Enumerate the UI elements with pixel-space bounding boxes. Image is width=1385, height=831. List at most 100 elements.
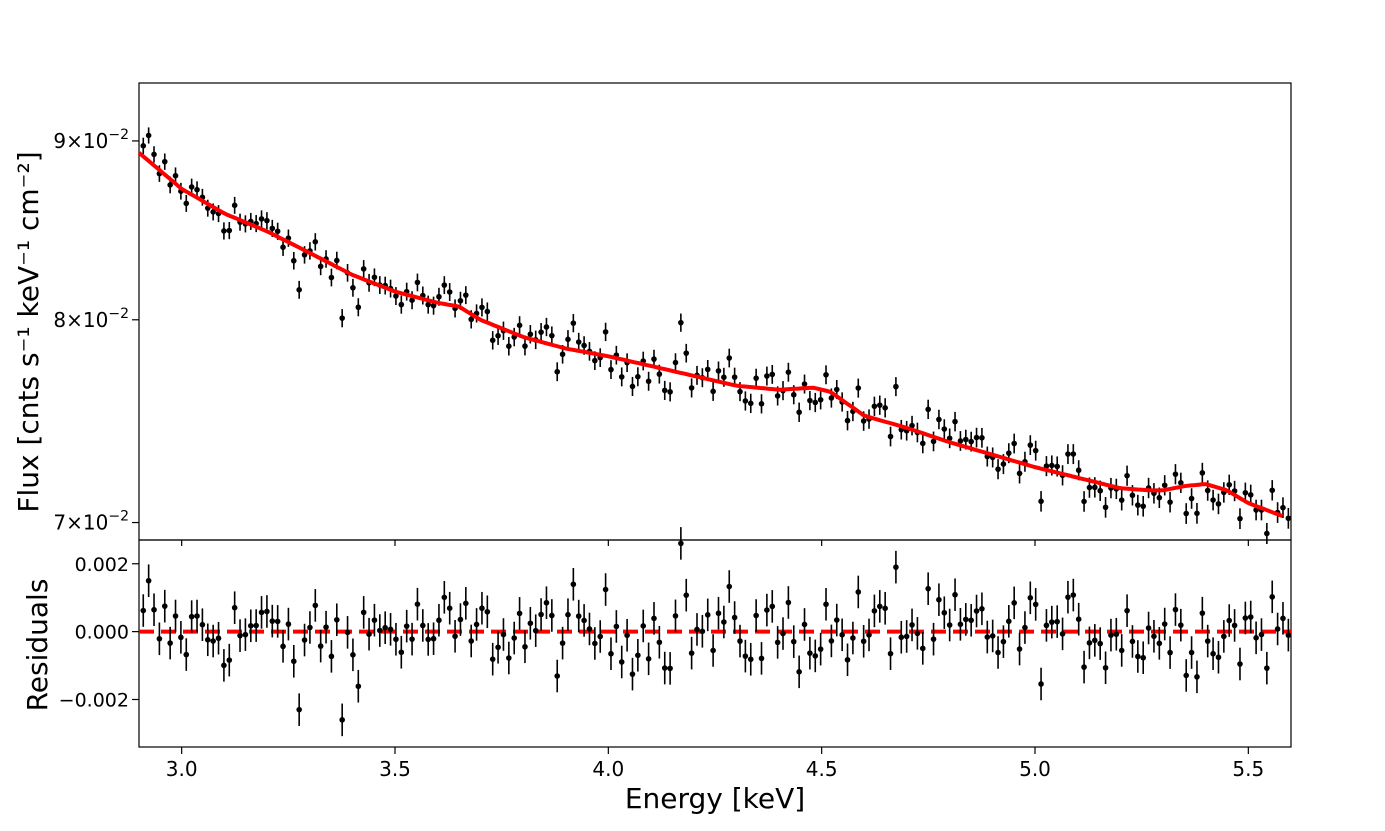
flux-point [457,297,464,304]
residual-point [1108,632,1114,638]
flux-point [188,184,195,190]
residuals-panel-frame [138,539,1292,748]
residual-point [1188,649,1195,656]
residual-point [919,645,926,652]
flux-point [183,200,190,207]
flux-point [909,422,915,429]
residual-point [624,632,630,639]
residual-point [1092,637,1098,644]
residual-point [1054,618,1060,625]
residual-point [1280,615,1286,622]
residual-point [855,589,862,595]
residual-point [1264,665,1270,671]
residual-point [747,656,754,663]
flux-point [726,355,733,361]
flux-point [1129,492,1136,499]
residual-point [538,611,544,618]
flux-point [855,385,862,391]
flux-point [1172,471,1179,477]
residual-point [312,602,319,609]
flux-point [758,400,765,407]
flux-point [995,466,1001,472]
flux-point [506,343,512,349]
flux-point [1285,515,1292,522]
flux-point [790,391,797,398]
residual-point [941,609,948,616]
flux-point [274,228,281,235]
residual-point [952,591,958,598]
flux-point [350,284,356,291]
residual-point [339,717,345,723]
residual-point [962,616,969,623]
flux-point [1161,482,1168,489]
flux-point [817,396,824,403]
flux-point [495,332,501,339]
flux-point [871,403,878,410]
residual-point [344,629,351,636]
residual-point [710,647,716,654]
flux-point [264,217,270,224]
residual-point [285,621,292,627]
energy-x-tick-label: 4.5 [806,757,838,781]
residual-point [1247,614,1254,620]
residual-point [290,658,297,665]
flux-point [194,186,200,193]
flux-point [1065,451,1071,457]
flux-point [167,182,173,188]
flux-point [602,329,609,335]
residual-point [1237,661,1243,667]
flux-point [645,378,652,385]
residual-point [1140,654,1147,661]
flux-point [957,438,964,444]
flux-point [1049,462,1055,469]
flux-point [549,332,555,339]
flux-point [1124,472,1130,479]
residual-point [968,617,974,624]
flux-point [952,418,958,425]
residual-point [1097,640,1103,647]
flux-point [1188,495,1195,502]
residual-point [688,650,695,656]
flux-point [527,331,534,338]
residual-point [414,601,421,607]
flux-point [312,239,319,245]
flux-point [941,426,948,432]
residual-point [860,638,867,645]
residual-point [463,600,469,607]
flux-point [608,366,614,373]
residual-point [1011,600,1017,606]
flux-point [1118,497,1125,503]
residual-point [694,626,700,633]
residuals-panel: −0.002 0.000 0.002 3.0 3.5 4.0 4.5 5.0 5.5 Resi… [21,527,1292,815]
flux-y-tick-label: 8×10−2 [53,306,129,332]
flux-point [258,216,265,222]
residual-point [161,603,168,609]
flux-point [807,397,813,404]
flux-point [925,406,931,413]
flux-point [543,324,550,330]
residual-point [575,613,582,619]
flux-point [231,202,238,209]
flux-point [860,418,867,424]
residual-point [140,607,147,614]
flux-point [425,301,431,308]
residual-y-tick-label: 0.002 [75,554,129,576]
residual-point [790,638,797,645]
residual-point [1253,635,1259,641]
residual-point [387,626,394,633]
residual-point [522,643,528,650]
residual-point [484,608,491,615]
residual-point [1242,615,1249,621]
residual-point [683,592,690,598]
residual-point [844,656,851,663]
residual-point [226,657,233,663]
energy-x-tick-label: 4.0 [592,757,624,781]
flux-point [393,293,399,299]
flux-point [1043,463,1050,469]
residual-point [264,608,270,615]
flux-point [1086,484,1093,491]
residual-point [1022,624,1028,631]
residual-point [1172,606,1179,613]
flux-point [269,225,276,232]
residual-point [215,635,222,642]
